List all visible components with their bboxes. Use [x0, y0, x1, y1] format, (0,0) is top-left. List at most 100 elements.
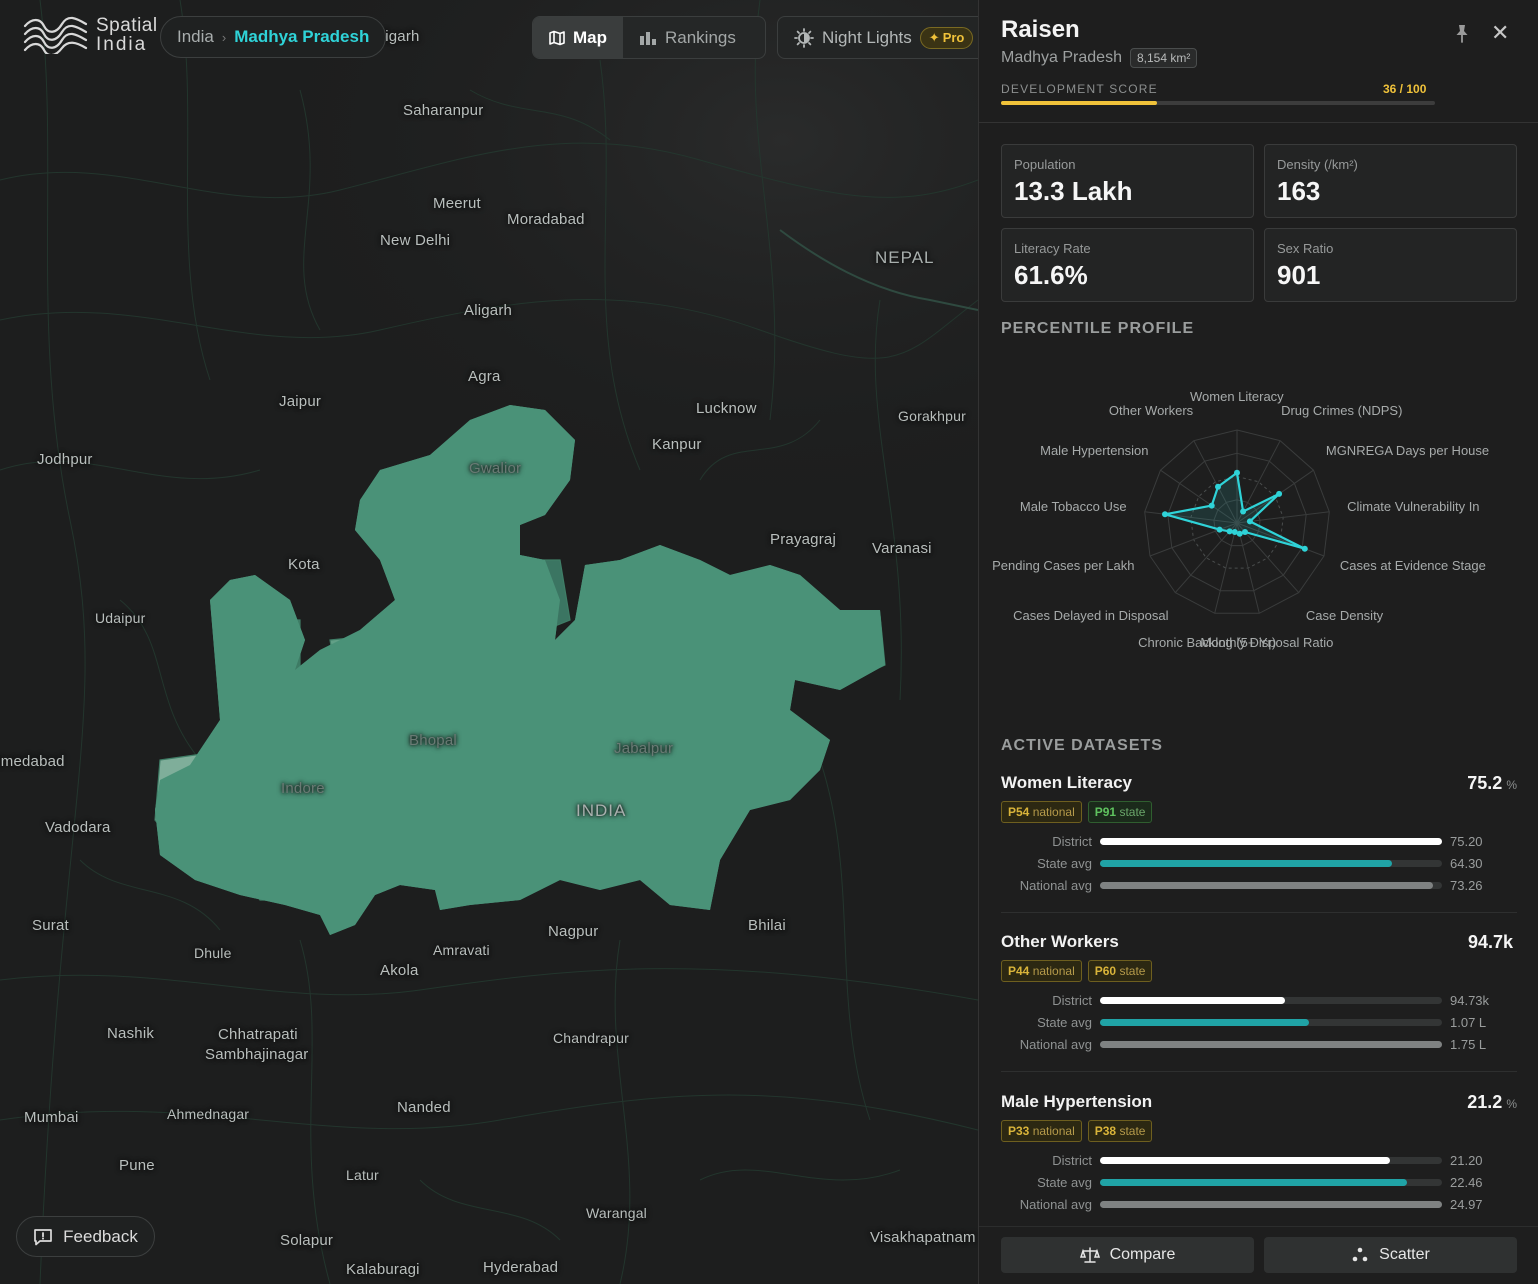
dev-score-label: DEVELOPMENT SCORE: [1001, 82, 1158, 96]
percentile-chip: P33 national: [1001, 1120, 1082, 1142]
comparison-label: District: [1052, 1153, 1092, 1168]
city-label: Agra: [468, 368, 501, 385]
map-canvas[interactable]: Saharanpur Meerut Moradabad New Delhi NE…: [0, 0, 978, 1284]
radar-axis-label: Other Workers: [1108, 403, 1194, 419]
city-label: Mumbai: [24, 1109, 79, 1126]
radar-axis-label: Cases at Evidence Stage: [1339, 558, 1486, 574]
comparison-value: 75.20: [1450, 834, 1483, 849]
radar-point[interactable]: [1234, 469, 1240, 476]
percentile-title: PERCENTILE PROFILE: [1001, 320, 1195, 337]
radar-ring: [1190, 475, 1284, 569]
panel-footer: Compare Scatter: [979, 1226, 1538, 1284]
pin-button[interactable]: [1453, 24, 1471, 49]
comparison-row: National avg 24.97: [1001, 1197, 1517, 1213]
radar-axis-label: Drug Crimes (NDPS): [1281, 403, 1403, 419]
state-name: Madhya Pradesh: [1001, 49, 1122, 66]
density-label: Density (/km²): [1277, 157, 1358, 172]
radar-point[interactable]: [1301, 545, 1308, 552]
radar-point[interactable]: [1216, 526, 1223, 533]
sparkle-icon: ✦: [928, 29, 940, 45]
logo[interactable]: Spatial India: [22, 16, 158, 54]
radar-point[interactable]: [1208, 502, 1215, 509]
city-label: Pune: [119, 1157, 155, 1174]
map-view-button[interactable]: Map: [533, 17, 623, 58]
logo-line1: Spatial: [96, 15, 158, 36]
dataset-name[interactable]: Male Hypertension: [1001, 1092, 1153, 1111]
radar-point[interactable]: [1231, 529, 1238, 535]
radar-point[interactable]: [1242, 529, 1248, 535]
rankings-view-label: Rankings: [665, 27, 736, 47]
comparison-fill: [1100, 860, 1392, 867]
logo-line2: India: [96, 34, 148, 55]
comparison-fill: [1100, 1041, 1442, 1048]
radar-axis-label: Male Tobacco Use: [1019, 498, 1127, 514]
comparison-fill: [1100, 1019, 1309, 1026]
night-lights-button[interactable]: Night Lights ✦ Pro: [777, 16, 978, 59]
comparison-value: 22.46: [1450, 1175, 1483, 1190]
area-badge: 8,154 km²: [1129, 48, 1198, 68]
radar-point[interactable]: [1215, 483, 1221, 490]
dataset-value: 21.2%: [1467, 1092, 1517, 1112]
percentile-chip: P60 state: [1087, 960, 1153, 982]
comparison-value: 21.20: [1450, 1153, 1483, 1168]
sexratio-value: 901: [1277, 260, 1321, 290]
rankings-view-button[interactable]: Rankings: [623, 17, 752, 58]
percentile-radar: Women Literacy Drug Crimes (NDPS) MGNREGA …: [979, 360, 1538, 700]
breadcrumb: India › Madhya Pradesh: [160, 16, 387, 58]
comparison-label: National avg: [1019, 878, 1092, 893]
feedback-button[interactable]: Feedback: [16, 1216, 155, 1257]
dev-score-value: 36 / 100: [1383, 82, 1427, 96]
city-label: Solapur: [280, 1232, 334, 1249]
comparison-label: District: [1052, 993, 1092, 1008]
dataset-name[interactable]: Women Literacy: [1001, 773, 1133, 792]
radar-axis-label: Chronic Backlog (5+ Yr): [1138, 635, 1277, 651]
radar-point[interactable]: [1276, 490, 1283, 497]
radar-spoke: [1236, 522, 1260, 614]
comparison-bar: [1100, 997, 1442, 1004]
comparison-bar: [1100, 1157, 1442, 1164]
comparison-fill: [1100, 1157, 1390, 1164]
scatter-icon: [1352, 1247, 1368, 1262]
comparison-bar: [1100, 1179, 1442, 1186]
dataset-name[interactable]: Other Workers: [1001, 932, 1119, 951]
city-label: Kota: [288, 556, 320, 573]
radar-axis-label: Cases Delayed in Disposal: [1013, 607, 1169, 623]
close-button[interactable]: ✕: [1491, 22, 1509, 44]
city-label: Nagpur: [548, 923, 599, 940]
compare-button[interactable]: Compare: [1001, 1237, 1254, 1273]
divider: [979, 122, 1538, 123]
city-label: Hyderabad: [483, 1259, 559, 1276]
comparison-row: National avg 73.26: [1001, 878, 1517, 894]
radar-point[interactable]: [1246, 518, 1253, 525]
comparison-fill: [1100, 1201, 1442, 1208]
radar-axis-label: Women Literacy: [1190, 389, 1284, 404]
city-label: Jaipur: [279, 393, 322, 410]
radar-point[interactable]: [1226, 528, 1233, 535]
radar-axis-label: Case Density: [1305, 607, 1384, 623]
comparison-bar: [1100, 1019, 1442, 1026]
breadcrumb-current[interactable]: Madhya Pradesh: [234, 27, 370, 46]
scatter-button[interactable]: Scatter: [1264, 1237, 1517, 1273]
radar-point[interactable]: [1162, 511, 1168, 518]
city-label: Warangal: [586, 1205, 647, 1221]
literacy-value: 61.6%: [1014, 260, 1088, 290]
radar-spoke: [1149, 522, 1238, 557]
radar-point[interactable]: [1240, 508, 1247, 515]
sexratio-card: Sex Ratio 901: [1264, 228, 1517, 302]
radar-ring: [1144, 429, 1330, 614]
breadcrumb-root[interactable]: India: [177, 27, 214, 46]
district-subtitle: Madhya Pradesh 8,154 km²: [1001, 48, 1198, 68]
city-label: Akola: [380, 962, 419, 979]
feedback-label: Feedback: [63, 1226, 138, 1246]
city-label: Indore: [281, 780, 325, 797]
city-label: Udaipur: [95, 610, 146, 626]
city-label: Latur: [346, 1167, 379, 1183]
city-label: Nanded: [397, 1099, 451, 1116]
city-label: Bhilai: [748, 917, 786, 934]
message-alert-icon: [34, 1228, 53, 1245]
city-label: Chandrapur: [553, 1030, 629, 1046]
radar-point[interactable]: [1236, 530, 1243, 537]
city-label: Ahmedabad: [0, 753, 65, 770]
population-value: 13.3 Lakh: [1014, 176, 1133, 206]
radar-axis-label: Monthly Disposal Ratio: [1200, 635, 1334, 651]
